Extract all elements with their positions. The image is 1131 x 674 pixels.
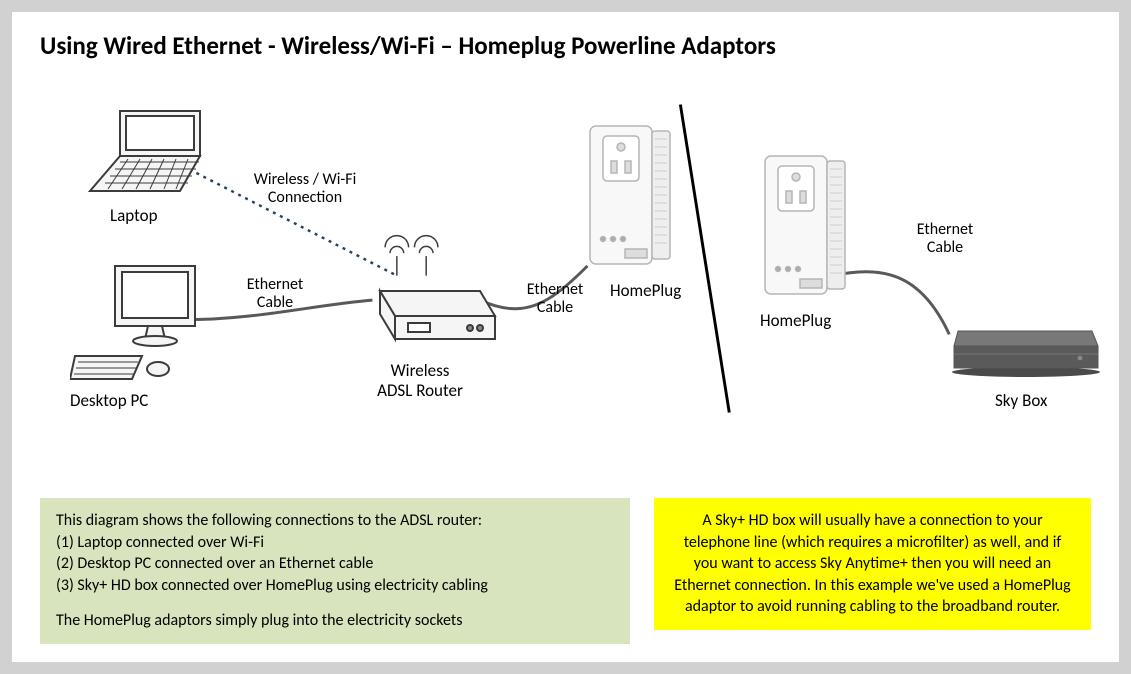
diagram-area: Laptop — [40, 71, 1091, 451]
homeplug2-icon — [760, 151, 850, 306]
leftbox-line5: The HomePlug adaptors simply plug into t… — [56, 610, 614, 632]
page-title: Using Wired Ethernet - Wireless/Wi-Fi – … — [40, 30, 1091, 61]
leftbox-line4: (3) Sky+ HD box connected over HomePlug … — [56, 575, 614, 597]
info-box-row: This diagram shows the following connect… — [40, 498, 1091, 644]
right-box-wrap: A Sky+ HD box will usually have a connec… — [654, 498, 1091, 644]
wifi-conn-label: Wireless / Wi-Fi Connection — [240, 171, 370, 208]
eth3-label-line1: Ethernet — [917, 220, 974, 239]
eth3-label-line2: Cable — [927, 238, 963, 257]
rightbox-text: A Sky+ HD box will usually have a connec… — [670, 510, 1075, 618]
wifi-waves-icon — [385, 236, 438, 276]
router-label: Wireless ADSL Router — [350, 361, 490, 400]
eth2-label: Ethernet Cable — [515, 281, 595, 318]
wifi-conn-label-line1: Wireless / Wi-Fi — [254, 170, 357, 189]
left-info-box: This diagram shows the following connect… — [40, 498, 630, 644]
homeplug1-label: HomePlug — [610, 281, 681, 301]
frame-outer: Using Wired Ethernet - Wireless/Wi-Fi – … — [0, 0, 1131, 674]
leftbox-line3: (2) Desktop PC connected over an Etherne… — [56, 553, 614, 575]
eth1-label: Ethernet Cable — [235, 276, 315, 313]
router-icon — [370, 271, 500, 356]
router-label-line1: Wireless — [391, 360, 450, 381]
skybox-icon — [950, 316, 1100, 391]
desktop-icon — [70, 261, 210, 396]
router-label-line2: ADSL Router — [377, 380, 463, 401]
frame-inner: Using Wired Ethernet - Wireless/Wi-Fi – … — [12, 12, 1119, 662]
desktop-label: Desktop PC — [70, 391, 148, 411]
laptop-label: Laptop — [110, 206, 158, 226]
homeplug2-label: HomePlug — [760, 311, 831, 331]
eth3-label: Ethernet Cable — [905, 221, 985, 258]
left-box-wrap: This diagram shows the following connect… — [40, 498, 630, 644]
eth2-label-line2: Cable — [537, 298, 573, 317]
eth1-label-line1: Ethernet — [247, 275, 304, 294]
divider-line — [680, 105, 729, 413]
skybox-label: Sky Box — [995, 391, 1047, 411]
homeplug1-icon — [585, 121, 675, 276]
leftbox-line2: (1) Laptop connected over Wi-Fi — [56, 532, 614, 554]
eth2-label-line1: Ethernet — [527, 280, 584, 299]
eth1-label-line2: Cable — [257, 293, 293, 312]
leftbox-line1: This diagram shows the following connect… — [56, 510, 614, 532]
leftbox-spacer — [56, 596, 614, 610]
laptop-icon — [80, 101, 210, 206]
wifi-conn-label-line2: Connection — [268, 188, 342, 207]
right-info-box: A Sky+ HD box will usually have a connec… — [654, 498, 1091, 630]
